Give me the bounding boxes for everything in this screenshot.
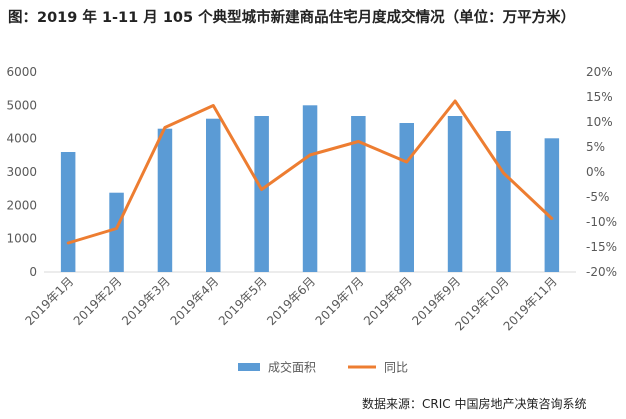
right-tick-label: 20% [586,65,613,79]
bar [157,128,173,272]
x-tick-label: 2019年1月 [22,274,76,328]
bar [206,118,221,272]
legend-bar-label: 成交面积 [268,360,316,375]
x-tick-label: 2019年6月 [264,274,318,328]
right-tick-label: 15% [586,90,613,104]
right-tick-label: 10% [586,115,613,129]
left-tick-label: 3000 [6,165,37,179]
bar [254,116,269,272]
bar [447,116,463,272]
bar [544,138,560,272]
bar [351,116,366,272]
bar-series [60,105,560,272]
bar [399,123,414,272]
legend-line-label: 同比 [384,361,408,375]
left-tick-label: 6000 [6,65,37,79]
x-tick-label: 2019年7月 [313,274,367,328]
left-tick-label: 2000 [6,198,37,212]
x-tick-label: 2019年2月 [71,274,125,328]
right-tick-label: -20% [586,265,617,279]
left-axis-ticks: 0 1000 2000 3000 4000 5000 6000 [6,65,37,279]
x-tick-label: 2019年8月 [361,274,415,328]
legend: 成交面积 同比 [238,360,408,375]
right-tick-label: 5% [586,140,605,154]
legend-bar-swatch [238,363,260,371]
right-tick-label: 0% [586,165,605,179]
left-tick-label: 4000 [6,132,37,146]
x-tick-label: 2019年3月 [119,274,173,328]
x-axis-ticks: 2019年1月2019年2月2019年3月2019年4月2019年5月2019年… [22,274,559,333]
right-tick-label: -5% [586,190,609,204]
source-note: 数据来源：CRIC 中国房地产决策咨询系统 [362,397,587,411]
left-tick-label: 5000 [6,98,37,112]
left-tick-label: 0 [29,265,37,279]
right-axis-ticks: -20% -15% -10% -5% 0% 5% 10% 15% 20% [586,65,617,279]
x-tick-label: 2019年5月 [216,274,270,328]
bar [109,192,124,272]
bar [302,105,318,272]
x-tick-label: 2019年4月 [168,274,222,328]
left-tick-label: 1000 [6,232,37,246]
bar [60,152,76,272]
right-tick-label: -15% [586,240,617,254]
chart-title: 图：2019 年 1-11 月 105 个典型城市新建商品住宅月度成交情况（单位… [8,10,576,26]
yoy-line [66,99,554,245]
bar [496,131,511,272]
right-tick-label: -10% [586,215,617,229]
